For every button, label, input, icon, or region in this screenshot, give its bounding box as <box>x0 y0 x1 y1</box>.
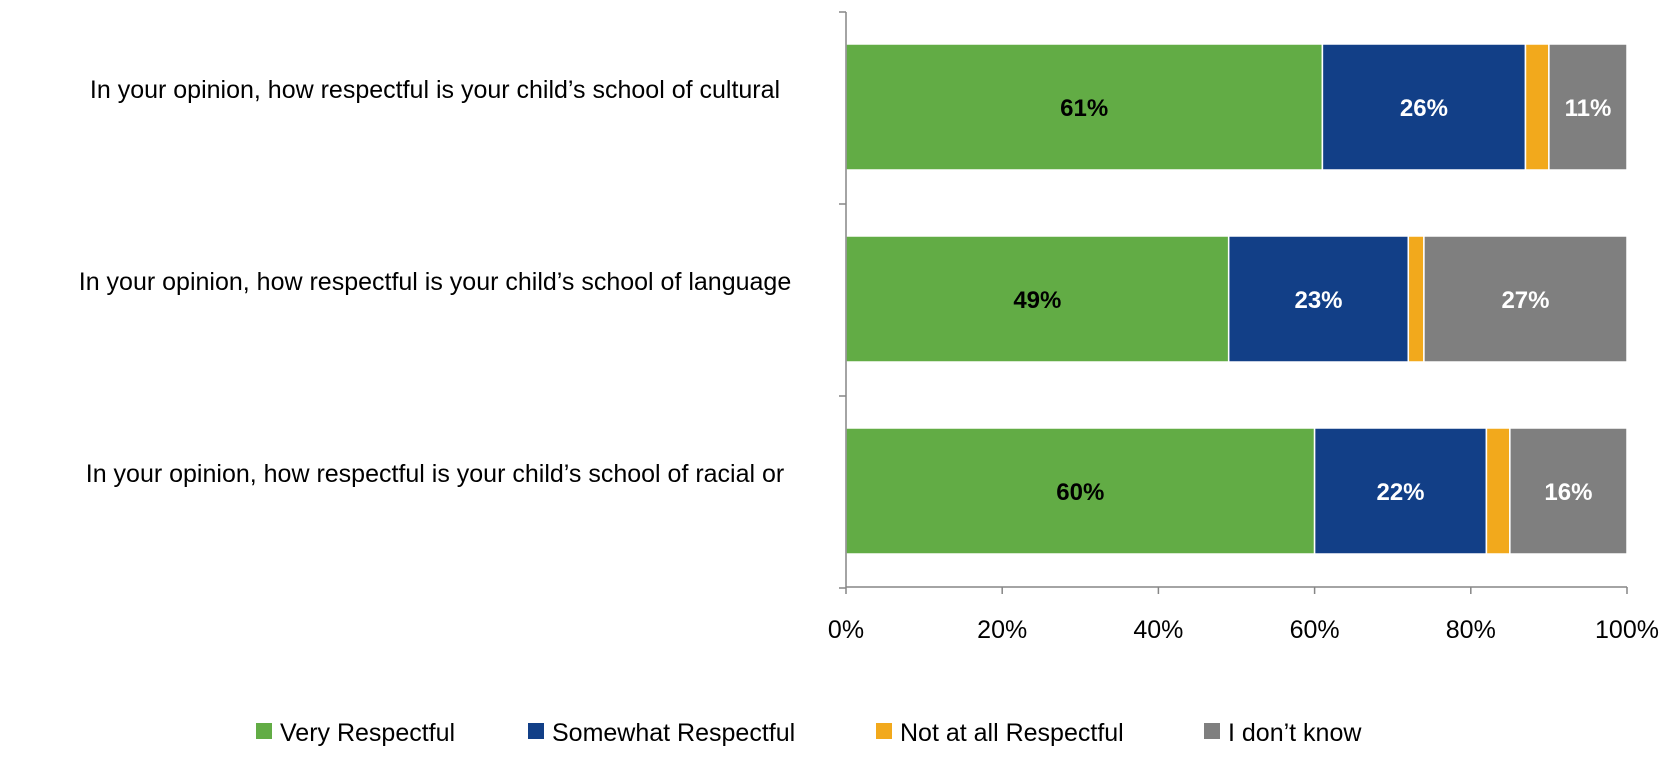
x-tick-label: 100% <box>1595 616 1659 644</box>
legend-item-not-at-all-respectful: Not at all Respectful <box>876 719 1124 747</box>
category-label-line: In your opinion, how respectful is your … <box>79 268 791 296</box>
x-tick-label: 60% <box>1290 616 1340 644</box>
bar-segment-i-don-t-know-1 <box>1548 43 1628 171</box>
segment-labels: 61% 26% 11% 49% 23% 27% 60% 22% 16% <box>1013 95 1611 506</box>
x-tick-label: 80% <box>1446 616 1496 644</box>
legend-item-very-respectful: Very Respectful <box>256 719 455 747</box>
data-label: 27% <box>1501 287 1549 314</box>
data-label: 11% <box>1565 95 1612 122</box>
bar-segment-i-don-t-know-2 <box>1423 235 1628 363</box>
bar-segment-somewhat-respectful-3 <box>1313 427 1488 555</box>
category-label-line: In your opinion, how respectful is your … <box>90 76 780 104</box>
legend-swatch <box>528 723 544 739</box>
bar-segment-very-respectful-2 <box>845 235 1230 363</box>
data-label: 60% <box>1056 479 1104 506</box>
data-label: 49% <box>1013 287 1061 314</box>
bars <box>845 43 1628 555</box>
legend-swatch <box>876 723 892 739</box>
legend-label: Somewhat Respectful <box>552 719 795 747</box>
category-label-line: In your opinion, how respectful is your … <box>86 460 785 488</box>
legend-swatch <box>1204 723 1220 739</box>
bar-segment-very-respectful-3 <box>845 427 1316 555</box>
data-label: 61% <box>1060 95 1108 122</box>
data-label: 22% <box>1376 479 1424 506</box>
bar-segment-very-respectful-1 <box>845 43 1324 171</box>
bar-segment-not-at-all-respectful-3 <box>1485 427 1511 555</box>
x-axis-tick-labels: 0% 20% 40% 60% 80% 100% <box>828 616 1659 644</box>
data-label: 16% <box>1544 479 1592 506</box>
x-tick-label: 0% <box>828 616 864 644</box>
bar-segment-not-at-all-respectful-1 <box>1524 43 1550 171</box>
legend-item-somewhat-respectful: Somewhat Respectful <box>528 719 795 747</box>
legend-swatch <box>256 723 272 739</box>
x-tick-label: 40% <box>1133 616 1183 644</box>
legend-label: Not at all Respectful <box>900 719 1124 747</box>
axes <box>839 11 1628 594</box>
bar-segment-not-at-all-respectful-2 <box>1407 235 1425 363</box>
legend-item-i-don-t-know: I don’t know <box>1204 719 1362 747</box>
x-tick-label: 20% <box>977 616 1027 644</box>
legend-label: I don’t know <box>1228 719 1362 747</box>
bar-segment-somewhat-respectful-1 <box>1321 43 1527 171</box>
legend-label: Very Respectful <box>280 719 455 747</box>
data-label: 23% <box>1294 287 1342 314</box>
bar-segment-i-don-t-know-3 <box>1509 427 1628 555</box>
data-label: 26% <box>1400 95 1448 122</box>
bar-segment-somewhat-respectful-2 <box>1227 235 1410 363</box>
legend: Very Respectful Somewhat Respectful Not at… <box>256 719 1362 747</box>
